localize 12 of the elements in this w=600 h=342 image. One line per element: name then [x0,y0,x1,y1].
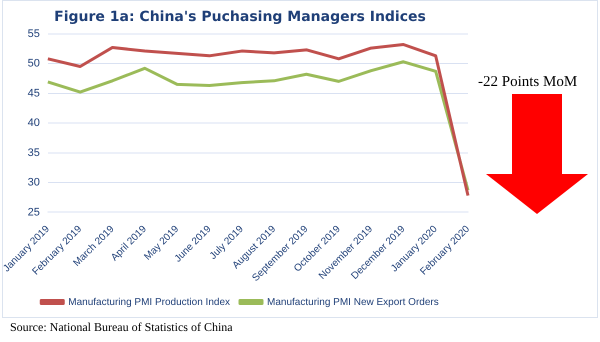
y-tick-label: 50 [28,58,40,70]
y-tick-label: 45 [28,87,40,100]
legend-label: Manufacturing PMI Production Index [68,296,230,308]
y-tick-label: 25 [28,206,40,218]
y-tick-label: 40 [28,117,40,130]
legend-label: Manufacturing PMI New Export Orders [267,296,439,308]
y-tick-label: 30 [28,176,40,189]
y-tick-label: 35 [28,146,40,159]
chart-title: Figure 1a: China's Puchasing Managers Indices [54,9,426,26]
source-note: Source: National Bureau of Statistics of China [10,320,233,335]
text: -22 Points MoM [478,74,578,91]
y-tick-label: 55 [28,28,40,40]
